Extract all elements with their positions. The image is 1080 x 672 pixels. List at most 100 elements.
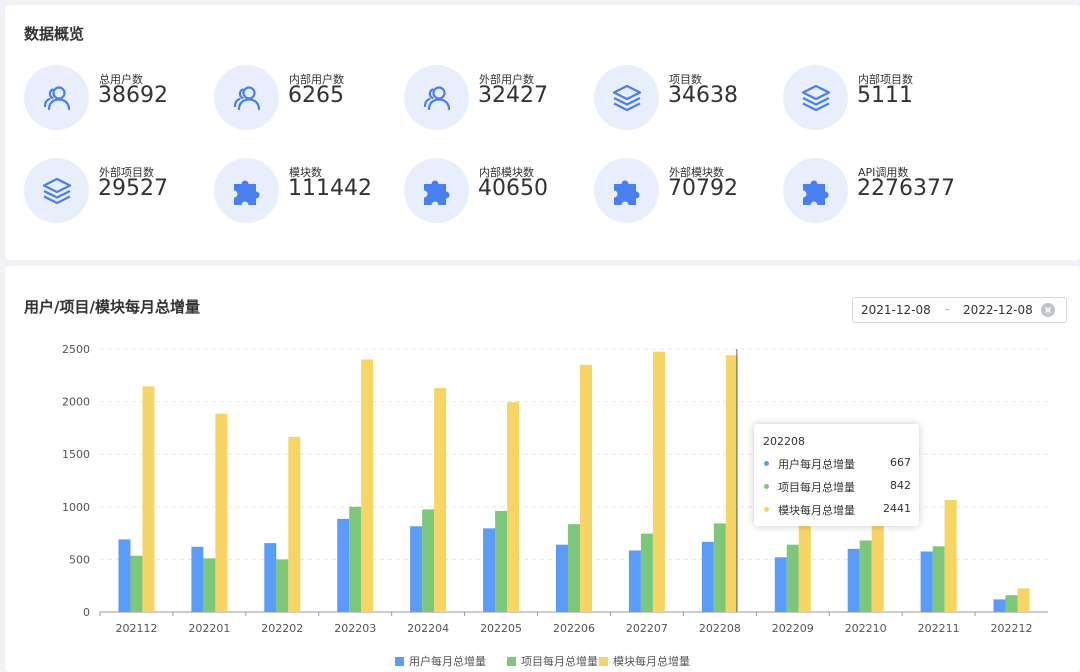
tooltip-dot-user [764,461,769,466]
clear-date-icon[interactable] [1041,303,1055,317]
bar[interactable] [556,544,568,612]
bar[interactable] [483,528,496,612]
bar[interactable] [507,402,520,612]
bar[interactable] [944,499,957,612]
bar[interactable] [434,387,447,612]
bar[interactable] [932,546,945,612]
x-tick-label: 202205 [480,622,522,635]
stat-tile: 内部项目数 5111 [783,65,973,131]
bar[interactable] [276,559,289,612]
bar[interactable] [847,548,860,612]
bar[interactable] [191,546,204,612]
stat-tile: 模块数 111442 [214,158,404,224]
bar[interactable] [993,599,1006,612]
chart-legend: 用户每月总增量 项目每月总增量 模块每月总增量 [5,653,1080,669]
tooltip-value-module: 2441 [883,502,911,515]
bar[interactable] [1005,595,1018,612]
stat-label: 内部模块数 [479,166,534,179]
bar[interactable] [774,557,787,612]
bar[interactable] [422,509,435,612]
bar[interactable] [142,386,155,612]
stat-label: 模块数 [289,166,322,179]
stat-tile: 内部模块数 40650 [404,158,594,224]
bar[interactable] [337,518,350,612]
tooltip-name-user: 用户每月总增量 [778,458,855,471]
end-date[interactable]: 2022-12-08 [963,303,1033,317]
tooltip-row-user: 用户每月总增量 667 [763,456,911,472]
stat-label: API调用数 [858,166,909,179]
users-icon [404,65,469,130]
tooltip-row-project: 项目每月总增量 842 [763,479,911,495]
bar[interactable] [859,540,872,612]
stat-value: 111442 [288,176,372,201]
stat-value: 6265 [288,83,344,108]
chart-tooltip: 202208 用户每月总增量 667 项目每月总增量 842 模块每月总增量 2… [754,424,919,526]
bar[interactable] [640,533,653,612]
tooltip-row-module: 模块每月总增量 2441 [763,502,911,518]
bar[interactable] [130,555,143,612]
x-tick-label: 202204 [407,622,449,635]
stat-value: 2276377 [857,176,955,201]
stat-value: 29527 [98,176,168,201]
date-range-picker[interactable]: 2021-12-08 - 2022-12-08 [852,297,1067,323]
bar[interactable] [495,511,508,612]
overview-title: 数据概览 [24,25,85,43]
stat-label: 内部用户数 [289,73,344,86]
legend-swatch [599,657,608,666]
stat-value: 40650 [478,176,548,201]
legend-item[interactable]: 项目每月总增量 [507,653,598,669]
puzzle-icon [594,158,659,223]
bar-chart[interactable]: 0 500 1000 1500 2000 2500 202112 202201 202202 20… [5,266,1080,666]
y-tick-label: 2000 [62,396,90,409]
legend-swatch [507,657,516,666]
start-date[interactable]: 2021-12-08 [861,303,931,317]
bar[interactable] [215,413,228,612]
stat-value: 5111 [857,83,913,108]
stat-label: 外部用户数 [479,73,534,86]
bar[interactable] [118,539,131,612]
y-tick-label: 500 [69,553,90,566]
y-tick-label: 0 [83,606,90,619]
layers-icon [783,65,848,130]
legend-item[interactable]: 用户每月总增量 [395,653,486,669]
users-icon [24,65,89,130]
tooltip-dot-module [764,507,769,512]
stat-value: 32427 [478,83,548,108]
tooltip-name-module: 模块每月总增量 [778,504,855,517]
bar[interactable] [628,550,641,612]
chart-card: 用户/项目/模块每月总增量 2021-12-08 - 2022-12-08 0 5… [5,266,1080,672]
bar[interactable] [920,551,933,612]
stat-label: 总用户数 [99,73,143,86]
bar[interactable] [288,436,301,612]
x-tick-label: 202209 [772,622,814,635]
bar[interactable] [713,523,726,612]
bar[interactable] [264,543,277,612]
x-tick-label: 202211 [918,622,960,635]
x-tick-label: 202203 [334,622,376,635]
tooltip-dot-project [764,484,769,489]
bar[interactable] [361,359,374,612]
x-tick-label: 202208 [699,622,741,635]
bar[interactable] [1017,588,1030,612]
bar[interactable] [349,506,362,612]
bar[interactable] [568,524,580,612]
stat-tile: 内部用户数 6265 [214,65,404,131]
bar[interactable] [580,364,592,612]
tooltip-name-project: 项目每月总增量 [778,481,855,494]
y-tick-label: 1500 [62,448,90,461]
x-tick-label: 202210 [845,622,887,635]
bar[interactable] [725,355,738,612]
legend-item[interactable]: 模块每月总增量 [599,653,690,669]
tooltip-value-user: 667 [890,456,911,469]
bar[interactable] [701,541,714,612]
tooltip-value-project: 842 [890,479,911,492]
bar[interactable] [652,351,665,612]
stat-tile: 外部模块数 70792 [594,158,784,224]
bar[interactable] [203,558,216,612]
x-tick-label: 202212 [991,622,1033,635]
bar[interactable] [410,526,423,612]
bar[interactable] [786,544,799,612]
x-tick-label: 202207 [626,622,668,635]
layers-icon [594,65,659,130]
x-tick-label: 202112 [115,622,157,635]
